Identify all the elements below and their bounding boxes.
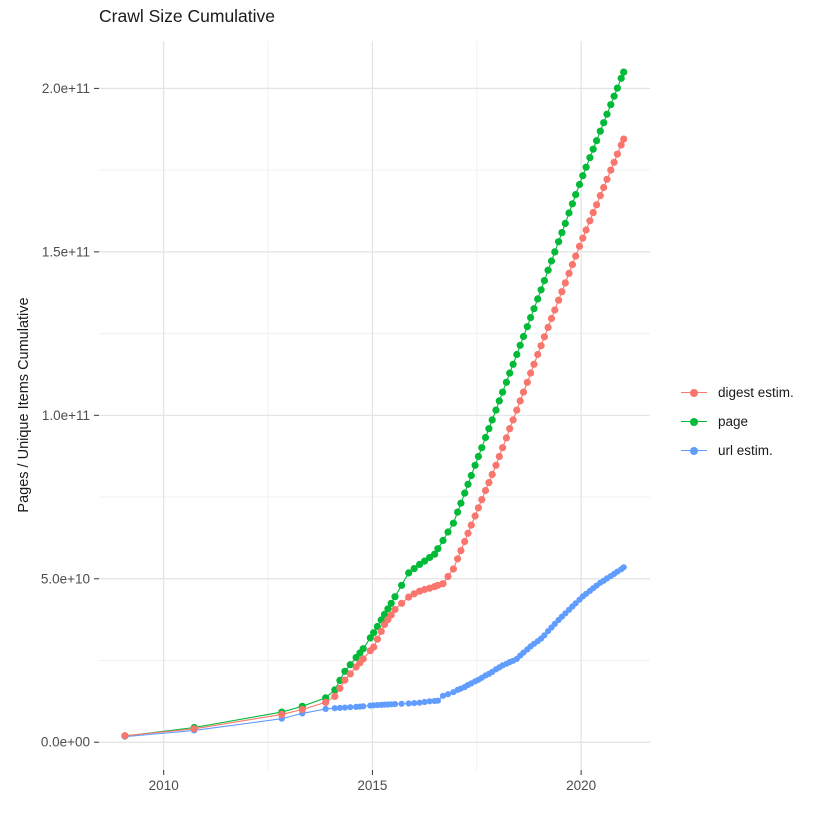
legend-item-page: page	[681, 407, 794, 436]
chart-title: Crawl Size Cumulative	[99, 6, 276, 26]
legend-label: url estim.	[718, 443, 773, 458]
legend-dot-icon	[690, 388, 698, 397]
x-tick-label: 2010	[149, 778, 179, 793]
y-tick-label: 1.0e+11	[42, 408, 90, 423]
legend-key-page	[681, 416, 707, 428]
legend-item-url-estim: url estim.	[681, 436, 794, 465]
y-tick-label: 2.0e+11	[42, 81, 90, 96]
legend-key-url-estim	[681, 445, 707, 457]
legend-item-digest-estim: digest estim.	[681, 378, 794, 407]
x-tick-label: 2020	[566, 778, 596, 793]
y-axis-title: Pages / Unique Items Cumulative	[16, 297, 32, 513]
legend-label: page	[718, 414, 749, 429]
y-tick-label: 1.5e+11	[42, 244, 90, 259]
y-tick-label: 5.0e+10	[41, 571, 90, 586]
legend-dot-icon	[690, 446, 698, 455]
x-tick-label: 2015	[357, 778, 387, 793]
legend-dot-icon	[690, 417, 698, 426]
legend-label: digest estim.	[718, 385, 794, 400]
series-url-estim	[121, 564, 627, 740]
series-digest-estim	[121, 135, 628, 740]
legend: digest estim. page url estim.	[681, 378, 794, 465]
legend-key-digest-estim	[681, 387, 707, 399]
y-tick-label: 0.0e+00	[41, 735, 90, 750]
